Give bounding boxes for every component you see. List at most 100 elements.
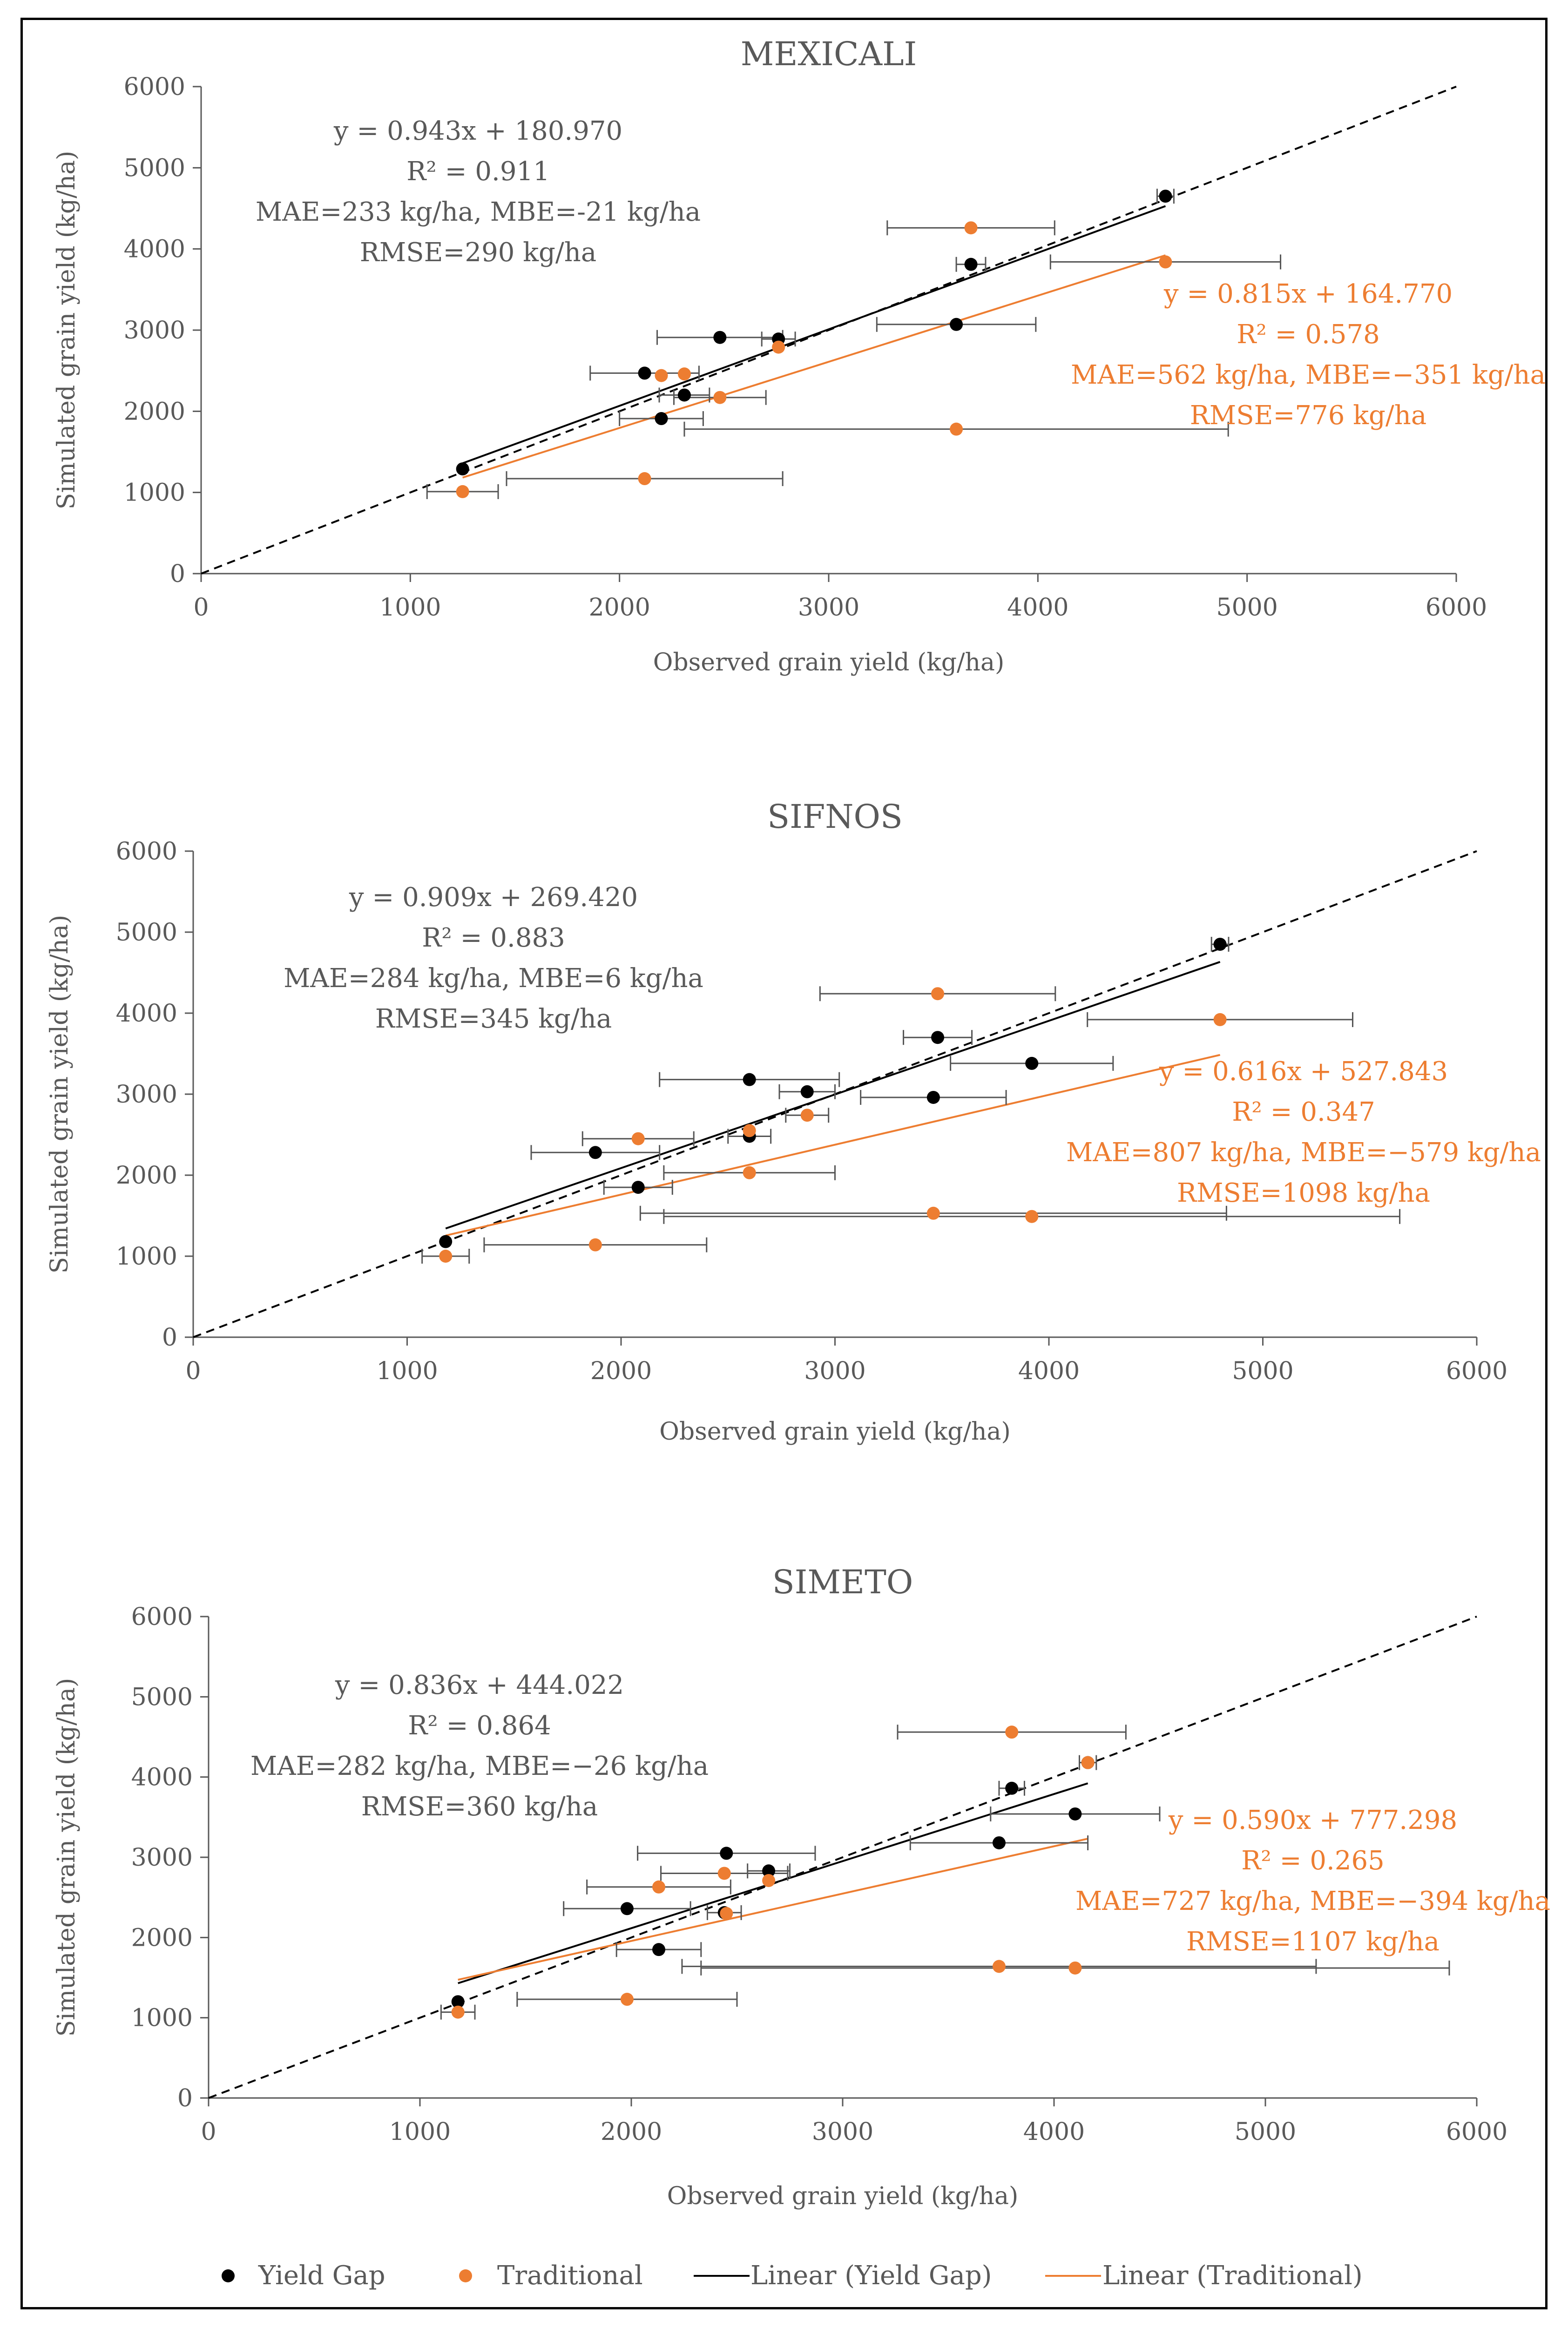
x-tick-label: 4000 — [1007, 594, 1068, 622]
data-point-yield-gap — [762, 1864, 776, 1878]
data-point-traditional — [439, 1250, 453, 1263]
chart-legend: Yield Gap Traditional Linear (Yield Gap)… — [222, 2260, 1363, 2291]
data-point-traditional — [1213, 1013, 1227, 1026]
y-tick-label: 0 — [177, 2084, 193, 2112]
x-tick-label: 6000 — [1446, 2118, 1507, 2146]
fit-line-traditional — [462, 254, 1166, 479]
data-point-traditional — [931, 987, 945, 1001]
data-point-traditional — [655, 369, 668, 382]
y-tick-label: 5000 — [116, 919, 177, 947]
data-point-yield-gap — [638, 366, 651, 380]
data-point-yield-gap — [677, 388, 691, 402]
x-axis-label: Observed grain yield (kg/ha) — [667, 2182, 1019, 2210]
x-tick-label: 2000 — [590, 1357, 652, 1385]
x-tick-label: 5000 — [1232, 1357, 1293, 1385]
data-point-traditional — [620, 1993, 634, 2006]
annotation-traditional: y = 0.815x + 164.770 — [1163, 279, 1453, 309]
data-point-yield-gap — [926, 1090, 940, 1104]
data-point-traditional — [677, 367, 691, 381]
y-axis-label: Simulated grain yield (kg/ha) — [53, 151, 81, 510]
y-tick-label: 6000 — [131, 1603, 193, 1631]
y-tick-label: 4000 — [124, 236, 185, 264]
data-point-yield-gap — [713, 331, 727, 344]
x-tick-label: 6000 — [1446, 1357, 1507, 1385]
chart-mexicali: MEXICALI 0 1000 2000 3000 4000 5000 6000 0 1000 20… — [53, 35, 1546, 677]
annotation-yield-gap: RMSE=345 kg/ha — [375, 1004, 612, 1034]
annotation-traditional: RMSE=776 kg/ha — [1190, 400, 1426, 431]
y-tick-label: 1000 — [124, 479, 185, 507]
x-tick-label: 1000 — [389, 2118, 451, 2146]
legend-label-linear-traditional: Linear (Traditional) — [1102, 2260, 1363, 2291]
y-tick-label: 3000 — [124, 317, 185, 345]
data-point-yield-gap — [456, 462, 469, 476]
x-tick-label: 5000 — [1216, 594, 1277, 622]
annotation-yield-gap: RMSE=360 kg/ha — [361, 1792, 598, 1822]
chart-title: MEXICALI — [741, 35, 917, 73]
annotation-traditional: RMSE=1098 kg/ha — [1177, 1178, 1430, 1208]
fit-line-traditional — [458, 1838, 1088, 1981]
annotation-traditional: R² = 0.347 — [1232, 1097, 1375, 1127]
data-point-traditional — [1081, 1756, 1095, 1769]
x-tick-label: 3000 — [812, 2118, 873, 2146]
annotation-traditional: R² = 0.265 — [1241, 1846, 1384, 1876]
data-point-yield-gap — [1005, 1781, 1019, 1795]
data-point-yield-gap — [1025, 1056, 1039, 1070]
x-tick-label: 0 — [193, 594, 209, 622]
x-tick-label: 1000 — [379, 594, 441, 622]
data-point-traditional — [1025, 1210, 1039, 1223]
y-tick-label: 5000 — [131, 1683, 193, 1711]
annotation-yield-gap: MAE=282 kg/ha, MBE=−26 kg/ha — [250, 1751, 709, 1781]
legend-label-traditional: Traditional — [497, 2260, 643, 2291]
legend-marker-yield-gap — [222, 2269, 235, 2282]
y-tick-label: 4000 — [116, 1000, 177, 1028]
figure-frame — [20, 18, 1548, 2309]
annotation-traditional: MAE=562 kg/ha, MBE=−351 kg/ha — [1071, 360, 1546, 390]
annotation-yield-gap: RMSE=290 kg/ha — [360, 237, 596, 268]
data-point-traditional — [964, 221, 978, 235]
annotation-yield-gap: y = 0.836x + 444.022 — [335, 1670, 624, 1700]
data-point-traditional — [1005, 1726, 1019, 1739]
fit-line-yield-gap — [462, 205, 1166, 464]
one-to-one-line — [208, 1616, 1477, 2099]
x-tick-label: 4000 — [1018, 1357, 1080, 1385]
y-tick-label: 6000 — [124, 73, 185, 101]
annotation-traditional: MAE=727 kg/ha, MBE=−394 kg/ha — [1075, 1886, 1550, 1916]
annotation-yield-gap: MAE=284 kg/ha, MBE=6 kg/ha — [284, 963, 703, 994]
data-point-yield-gap — [588, 1146, 602, 1159]
annotation-traditional: y = 0.590x + 777.298 — [1168, 1805, 1457, 1835]
fit-line-yield-gap — [445, 961, 1221, 1230]
y-axis-label: Simulated grain yield (kg/ha) — [46, 915, 74, 1274]
x-tick-label: 6000 — [1426, 594, 1487, 622]
data-point-yield-gap — [439, 1235, 453, 1248]
annotation-yield-gap: y = 0.909x + 269.420 — [349, 882, 638, 913]
data-point-yield-gap — [950, 318, 963, 331]
data-point-traditional — [743, 1124, 756, 1137]
data-point-traditional — [451, 2005, 465, 2019]
data-point-traditional — [926, 1206, 940, 1220]
x-tick-label: 0 — [201, 2118, 216, 2146]
annotation-traditional: y = 0.616x + 527.843 — [1159, 1056, 1448, 1087]
data-point-traditional — [1068, 1961, 1082, 1975]
data-point-yield-gap — [1159, 189, 1172, 203]
y-tick-label: 2000 — [131, 1924, 193, 1952]
data-point-yield-gap — [652, 1943, 666, 1956]
y-tick-label: 4000 — [131, 1764, 193, 1792]
data-point-yield-gap — [620, 1902, 634, 1915]
data-point-traditional — [800, 1109, 814, 1122]
y-tick-label: 2000 — [124, 398, 185, 426]
data-point-traditional — [950, 422, 963, 436]
y-tick-label: 3000 — [131, 1844, 193, 1872]
data-point-yield-gap — [451, 1995, 465, 2009]
annotation-yield-gap: R² = 0.911 — [406, 156, 549, 187]
chart-title: SIMETO — [772, 1563, 913, 1601]
annotation-traditional: MAE=807 kg/ha, MBE=−579 kg/ha — [1066, 1137, 1541, 1168]
y-axis-label: Simulated grain yield (kg/ha) — [53, 1678, 81, 2037]
data-point-traditional — [456, 485, 469, 498]
annotation-yield-gap: y = 0.943x + 180.970 — [333, 116, 622, 146]
y-tick-label: 6000 — [116, 838, 177, 866]
data-point-yield-gap — [655, 412, 668, 426]
y-tick-label: 3000 — [116, 1081, 177, 1109]
x-tick-label: 3000 — [798, 594, 859, 622]
annotation-yield-gap: R² = 0.864 — [408, 1711, 551, 1741]
x-tick-label: 2000 — [601, 2118, 662, 2146]
